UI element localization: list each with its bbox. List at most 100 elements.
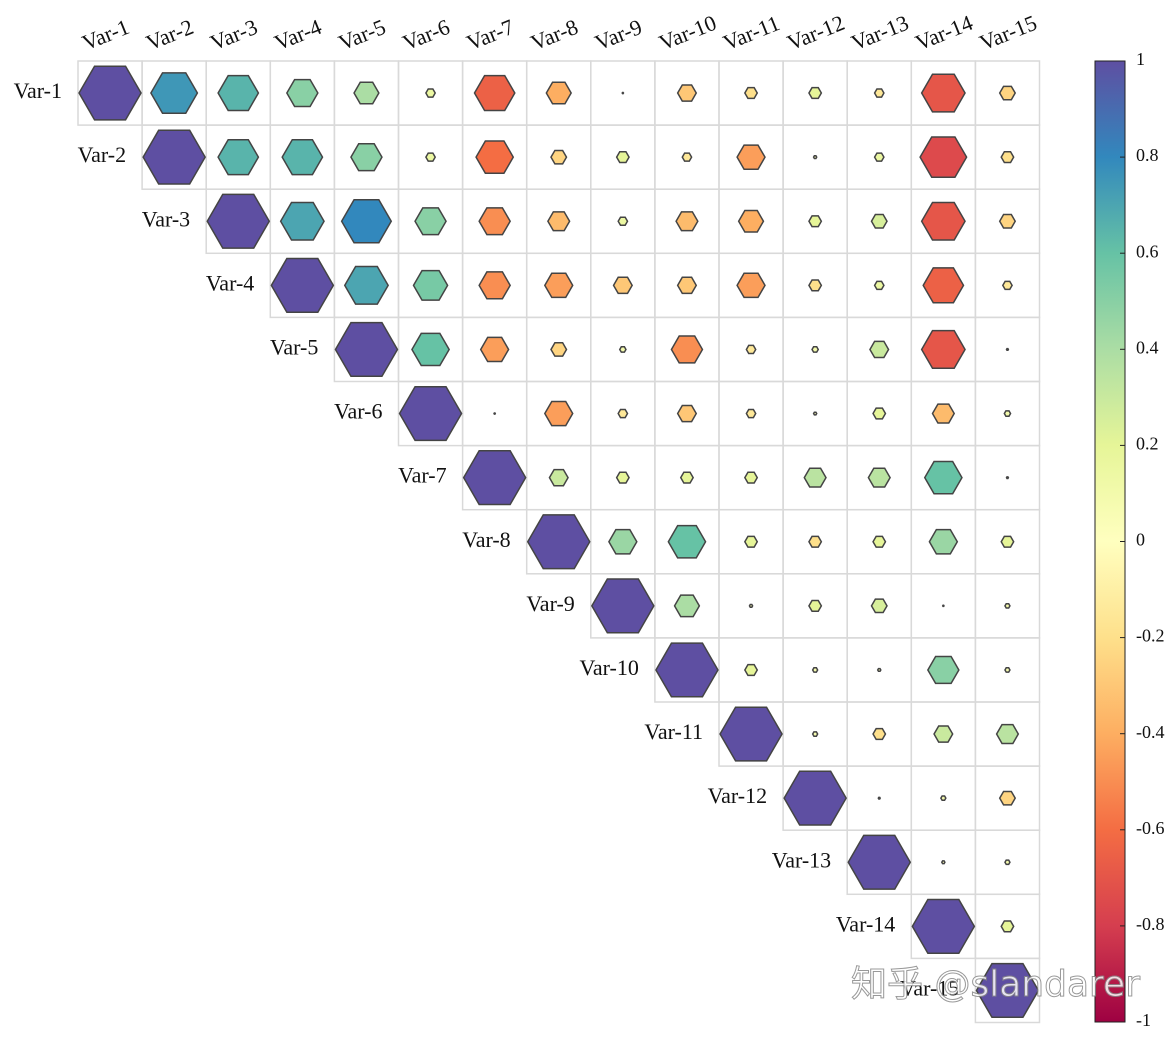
hexagon (608, 528, 638, 555)
hexagon (783, 770, 848, 826)
hexagon (493, 412, 497, 415)
row-label: Var-9 (526, 591, 574, 616)
hexagon (808, 86, 823, 100)
hexagon (998, 85, 1017, 101)
hexagon (621, 91, 625, 95)
hexagon (617, 408, 629, 419)
hexagon (206, 193, 271, 249)
colorbar-tick-label: -0.6 (1136, 818, 1165, 838)
hexagon (920, 201, 966, 241)
hexagon (743, 471, 759, 484)
hexagon (812, 411, 818, 416)
hexagon (940, 860, 946, 865)
colorbar-tick-label: 0.8 (1136, 145, 1159, 165)
hexagon (811, 731, 819, 737)
colorbar-tick-label: -1 (1136, 1010, 1151, 1030)
hexagon (340, 199, 393, 244)
hexagon (425, 88, 437, 98)
hexagon (655, 642, 719, 698)
hexagon (808, 279, 823, 292)
hexagon (867, 467, 891, 488)
hexagon (737, 209, 765, 233)
hexagon (343, 265, 390, 305)
colorbar-tick-label: 0.2 (1136, 434, 1159, 454)
hexagon (873, 88, 885, 98)
hexagon (675, 211, 699, 232)
hexagon (411, 332, 451, 367)
hexagon (526, 514, 591, 570)
hexagon (1004, 859, 1011, 866)
hexagon (743, 663, 759, 677)
hexagon (479, 336, 510, 363)
column-label: Var-5 (335, 14, 389, 55)
hexagon (1005, 347, 1010, 352)
hexagon (736, 144, 766, 170)
hexagon (940, 795, 947, 802)
column-label: Var-15 (976, 10, 1040, 55)
hexagon (550, 149, 568, 165)
hexagon (425, 152, 437, 162)
hexagon (808, 215, 823, 228)
hexagon (676, 84, 698, 102)
hexagon (873, 280, 885, 291)
hexagon (1005, 476, 1010, 480)
hexagon (933, 725, 954, 743)
row-label: Var-4 (206, 270, 254, 295)
hexagon (923, 460, 963, 495)
hexagon (547, 211, 571, 232)
hexagon (876, 667, 882, 673)
hexagon (478, 271, 512, 300)
hexagon (679, 471, 695, 484)
hexagon (931, 403, 956, 424)
colorbar-tick-label: 0 (1136, 530, 1145, 550)
hexagon (919, 136, 968, 179)
column-label: Var-1 (78, 14, 132, 55)
colorbar-tick-label: 1 (1136, 49, 1145, 69)
hexagon (743, 535, 759, 548)
hexagon (873, 152, 885, 162)
hexagon (412, 269, 449, 301)
hexagon (803, 467, 827, 488)
hexagon (1000, 151, 1015, 164)
hexagon (812, 155, 818, 160)
watermark: 知乎 @slandarer (851, 964, 1140, 1005)
hexagon (667, 524, 707, 559)
hexagon (745, 344, 757, 355)
hexagon (745, 408, 757, 419)
hexagon (998, 790, 1017, 806)
column-label: Var-9 (591, 14, 645, 55)
hexagon (872, 535, 887, 548)
hexagon (1003, 410, 1012, 417)
hexagon (543, 400, 574, 427)
hexagon (1000, 920, 1015, 933)
colorbar-tick-label: -0.2 (1136, 626, 1165, 646)
hexagon (911, 898, 976, 954)
hexagon (811, 667, 819, 673)
column-label: Var-12 (784, 10, 848, 55)
hexagon (217, 74, 260, 112)
hexagon (475, 140, 515, 175)
column-label: Var-6 (399, 14, 453, 55)
colorbar-tick-label: 0.4 (1136, 337, 1159, 357)
hexagon (281, 138, 324, 176)
hexagon (676, 404, 698, 423)
column-label: Var-2 (143, 14, 197, 55)
row-label: Var-10 (579, 655, 638, 680)
hexagon (618, 346, 627, 353)
hexagon (736, 272, 766, 299)
hexagon (847, 834, 912, 890)
hexagon (869, 340, 890, 359)
hexagon (550, 341, 568, 357)
row-label: Var-2 (78, 142, 126, 167)
row-label: Var-15 (900, 975, 959, 1000)
hexagon (1004, 602, 1011, 609)
colorbar-tick-label: -0.4 (1136, 722, 1165, 742)
hexagon (217, 138, 260, 176)
hexagon (975, 962, 1040, 1019)
hexagon (478, 207, 512, 236)
hexagon (615, 151, 630, 164)
row-label: Var-12 (708, 783, 767, 808)
hexagon (681, 152, 693, 162)
hexagon (1004, 667, 1011, 673)
hexagon (870, 598, 888, 614)
